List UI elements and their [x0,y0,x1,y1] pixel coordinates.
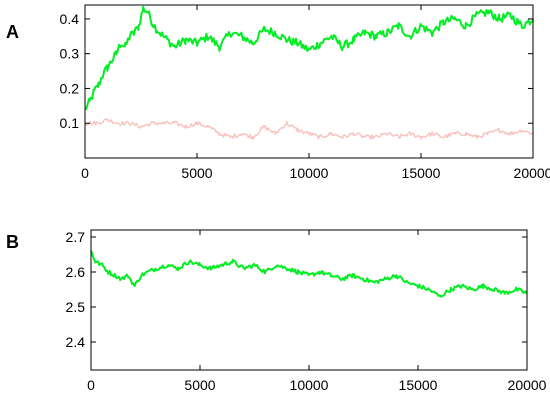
y-tick-label: 0.3 [60,46,80,62]
y-tick-label: 0.1 [60,115,80,131]
y-tick-label: 0.4 [60,11,80,27]
x-tick-label: 0 [87,377,95,393]
y-tick-label: 2.5 [66,299,86,315]
panel-label-b: B [6,232,19,252]
x-tick-label: 5000 [184,377,215,393]
series-line-1 [84,5,534,110]
y-tick-label: 0.2 [60,80,80,96]
series-line-1 [90,250,528,298]
plot-frame [90,229,528,371]
y-tick-label: 2.6 [66,264,86,280]
x-tick-label: 20000 [508,377,547,393]
chart-panel-a: 0 5000 10000 15000 20000 0.1 0.2 0.3 0.4 [60,4,550,181]
x-tick-label: 0 [81,165,89,181]
x-tick-label: 10000 [290,377,329,393]
y-tick-label: 2.7 [66,229,86,245]
panel-label-a: A [6,22,19,42]
x-tick-label: 5000 [181,165,212,181]
x-tick-label: 15000 [402,165,441,181]
x-tick-label: 15000 [399,377,438,393]
x-tick-label: 10000 [290,165,329,181]
chart-panel-b: 0 5000 10000 15000 20000 2.4 2.5 2.6 2.7 [66,229,547,393]
y-tick-label: 2.4 [66,334,86,350]
x-tick-label: 20000 [514,165,550,181]
series-line-2 [84,118,534,140]
